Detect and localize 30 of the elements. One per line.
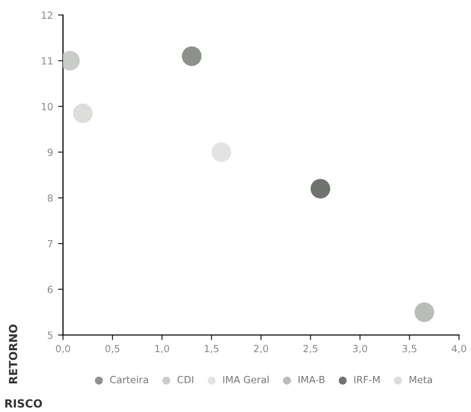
point [414,302,434,322]
point [310,178,330,199]
legend-label: IRF-M [354,376,380,384]
y-tick-label: 11 [42,57,52,64]
y-tick-label: 5 [48,332,52,339]
x-tick-label: 4,0 [452,344,466,354]
x-tick-label: 2,5 [303,344,318,354]
x-tick-label: 3,0 [353,344,368,354]
legend-label: IMA Geral [223,376,269,384]
x-axis-title: RISCO [5,399,42,408]
y-tick-label: 7 [48,240,52,248]
legend-label: Meta [410,376,432,384]
y-axis-title: RETORNO [8,324,18,384]
legend-label: Carteira [110,376,148,384]
x-tick-label: 2,0 [254,344,268,354]
legend-label: CDI [178,376,194,384]
x-tick-label: 1,5 [204,345,218,354]
point [72,103,93,124]
x-tick-label: 1,0 [155,344,170,354]
y-tick-label: 8 [48,194,53,202]
x-tick-label: 3,5 [402,344,416,354]
y-tick-label: 9 [48,148,53,156]
x-tick-label: 0,5 [105,344,120,354]
y-tick-label: 6 [48,286,53,294]
y-tick-label: 12 [42,11,52,19]
point [182,46,202,66]
legend-label: IMA-B [298,376,324,384]
y-tick-label: 10 [42,102,53,110]
point [212,142,232,162]
x-tick-label: 0,0 [56,344,70,354]
